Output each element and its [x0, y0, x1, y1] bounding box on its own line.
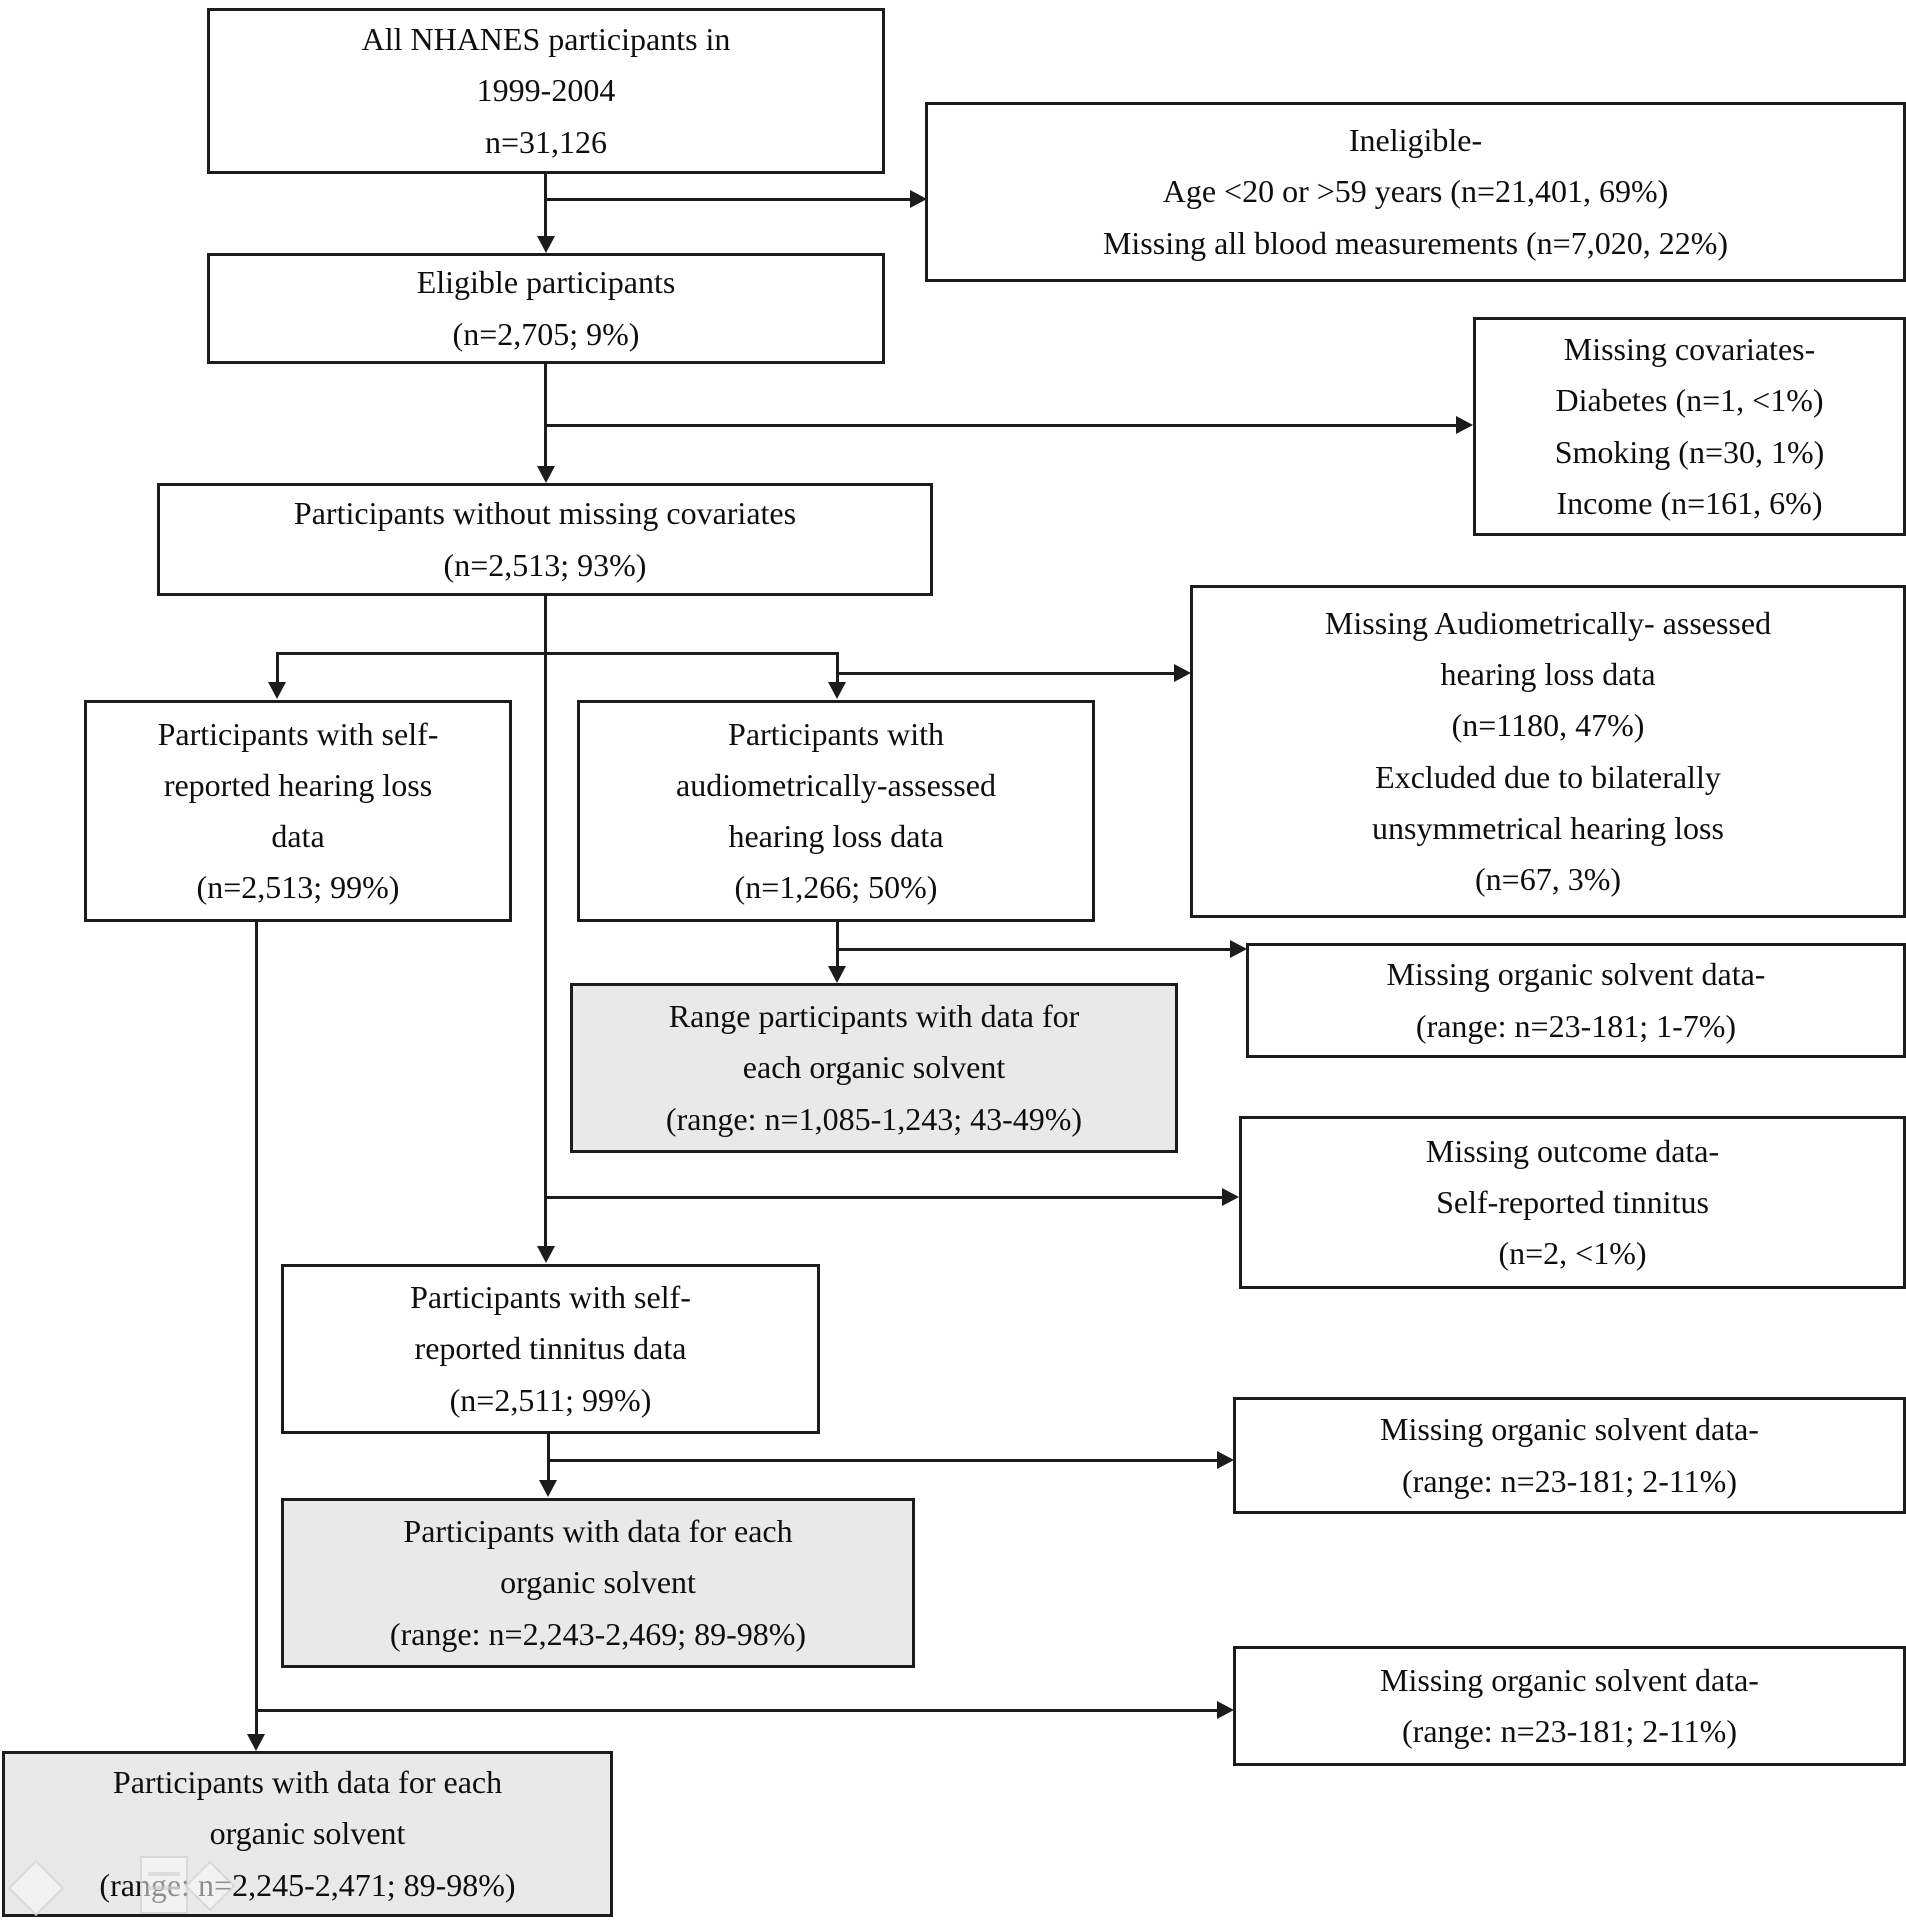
text-line: Missing all blood measurements (n=7,020,… [1102, 224, 1729, 261]
text-line: (n=2,513; 93%) [443, 546, 647, 583]
text-line: Participants without missing covariates [293, 495, 797, 532]
text-line: organic solvent [209, 1815, 406, 1852]
edge-to-self-reported-arrow [268, 682, 286, 699]
edge-audiometric-to-range-arrow [828, 966, 846, 983]
node-audiometric-hearing-loss: Participants with audiometrically-assesse… [577, 700, 1095, 922]
edge-tinnitus-to-organic-arrow [539, 1480, 557, 1497]
text-line: (range: n=23-181; 2-11%) [1402, 1713, 1737, 1749]
edge-selfreported-to-organic-arrow [247, 1734, 265, 1751]
node-organic-solvent-tinnitus: Participants with data for each organic s… [281, 1498, 915, 1668]
node-without-missing-covariates: Participants without missing covariates (… [157, 483, 933, 596]
text-line: Self-reported tinnitus [1436, 1183, 1709, 1220]
text-line: (n=1180, 47%) [1451, 707, 1645, 744]
text-line: Ineligible- [1348, 122, 1483, 159]
text-line: (n=2,513; 99%) [196, 869, 400, 906]
text-line: Missing organic solvent data- [1386, 956, 1766, 993]
edge-to-missing-outcome-line [546, 1196, 1224, 1199]
text-line: (range: n=23-181; 1-7%) [1415, 1007, 1737, 1044]
text-line: Missing outcome data- [1425, 1132, 1720, 1169]
text-line: Participants with self- [157, 715, 439, 752]
text-line: Missing Audiometrically- assessed [1324, 604, 1772, 641]
text-line: Eligible participants [416, 264, 676, 301]
edge-to-missing-solvent2-line [549, 1459, 1219, 1462]
edge-to-missing-solvent3-line [255, 1709, 1219, 1712]
edge-eligible-to-covariates-arrow [537, 466, 555, 483]
node-missing-organic-solvent-2: Missing organic solvent data- (range: n=2… [1233, 1397, 1906, 1514]
edge-to-missing-audiometric-line [836, 672, 1176, 675]
text-line: Age <20 or >59 years (n=21,401, 69%) [1162, 173, 1669, 210]
text-line: Participants with data for each [112, 1764, 503, 1801]
edge-split-left-drop [276, 652, 279, 684]
text-line: organic solvent [500, 1564, 696, 1601]
text-line: (range: n=23-181; 2-11%) [1402, 1462, 1737, 1499]
node-ineligible: Ineligible- Age <20 or >59 years (n=21,40… [925, 102, 1906, 282]
edge-to-missing-solvent1-arrow [1230, 940, 1247, 958]
text-line: n=31,126 [484, 123, 608, 160]
edge-selfreported-to-organic-line [255, 922, 258, 1736]
watermark-document-shape [140, 1856, 188, 1914]
text-line: Missing organic solvent data- [1380, 1411, 1759, 1448]
node-organic-solvent-self-reported: Participants with data for each organic s… [2, 1751, 613, 1917]
edge-to-missing-solvent2-arrow [1217, 1451, 1234, 1469]
watermark-bar [148, 1872, 180, 1876]
text-line: (n=2, <1%) [1498, 1235, 1647, 1272]
node-eligible-participants: Eligible participants (n=2,705; 9%) [207, 253, 885, 364]
text-line: audiometrically-assessed [676, 766, 996, 803]
edge-to-missing-audiometric-arrow [1174, 664, 1191, 682]
text-line: reported tinnitus data [414, 1330, 687, 1367]
text-line: hearing loss data [728, 818, 944, 854]
edge-split-right-drop [836, 652, 839, 684]
node-missing-organic-solvent-1: Missing organic solvent data- (range: n=2… [1246, 943, 1906, 1058]
text-line: unsymmetrical hearing loss [1372, 809, 1724, 846]
node-missing-audiometric: Missing Audiometrically- assessed hearing… [1190, 585, 1906, 918]
edge-split-bar [277, 652, 839, 655]
text-line: data [271, 818, 325, 854]
edge-to-missing-outcome-arrow [1222, 1188, 1239, 1206]
text-line: (n=1,266; 50%) [734, 869, 938, 906]
text-line: hearing loss data [1440, 656, 1656, 693]
text-line: Smoking (n=30, 1%) [1554, 433, 1825, 470]
edge-trunk-to-tinnitus-arrow [537, 1246, 555, 1263]
text-line: Participants with [728, 715, 944, 752]
edge-to-missing-solvent1-line [836, 948, 1232, 951]
edge-all-to-eligible-arrow [537, 236, 555, 253]
text-line: All NHANES participants in [361, 21, 731, 58]
edge-to-missing-covariates-line [546, 424, 1456, 427]
edge-to-missing-covariates-arrow [1456, 416, 1473, 434]
edge-trunk-to-tinnitus-line [544, 596, 547, 1248]
text-line: Missing organic solvent data- [1380, 1661, 1759, 1698]
watermark-bar [148, 1886, 180, 1890]
text-line: (range: n=1,085-1,243; 43-49%) [665, 1100, 1083, 1137]
edge-all-to-eligible-line [544, 174, 547, 238]
text-line: Excluded due to bilaterally [1375, 758, 1721, 795]
text-line: (n=2,511; 99%) [449, 1381, 652, 1418]
node-self-reported-tinnitus: Participants with self-reported tinnitus… [281, 1264, 820, 1434]
text-line: 1999-2004 [476, 72, 616, 109]
node-missing-outcome: Missing outcome data- Self-reported tinni… [1239, 1116, 1906, 1289]
node-range-organic-solvent-audio: Range participants with data for each org… [570, 983, 1178, 1153]
text-line: (n=2,705; 9%) [452, 315, 640, 352]
node-self-reported-hearing-loss: Participants with self-reported hearing … [84, 700, 512, 922]
text-line: Participants with data for each [403, 1513, 793, 1550]
edge-to-audiometric-arrow [828, 682, 846, 699]
edge-eligible-to-covariates-line [544, 364, 547, 468]
text-line: reported hearing loss [163, 766, 433, 803]
text-line: Missing covariates- [1563, 331, 1816, 368]
edge-all-to-ineligible-arrow [910, 190, 927, 208]
text-line: each organic solvent [742, 1049, 1006, 1086]
text-line: Income (n=161, 6%) [1556, 484, 1823, 521]
text-line: Participants with self- [410, 1279, 691, 1316]
edge-to-missing-solvent3-arrow [1217, 1701, 1234, 1719]
edge-tinnitus-to-organic-line [547, 1434, 550, 1482]
edge-audiometric-to-range-line [836, 922, 839, 968]
text-line: Range participants with data for [668, 998, 1080, 1035]
text-line: Diabetes (n=1, <1%) [1555, 382, 1824, 419]
node-missing-organic-solvent-3: Missing organic solvent data- (range: n=2… [1233, 1646, 1906, 1766]
node-missing-covariates: Missing covariates- Diabetes (n=1, <1%) Sm… [1473, 317, 1906, 536]
node-all-nhanes-participants: All NHANES participants in 1999-2004 n=31,… [207, 8, 885, 174]
text-line: (range: n=2,243-2,469; 89-98%) [389, 1615, 807, 1652]
text-line: (n=67, 3%) [1474, 860, 1621, 897]
edge-all-to-ineligible-line [546, 198, 910, 201]
